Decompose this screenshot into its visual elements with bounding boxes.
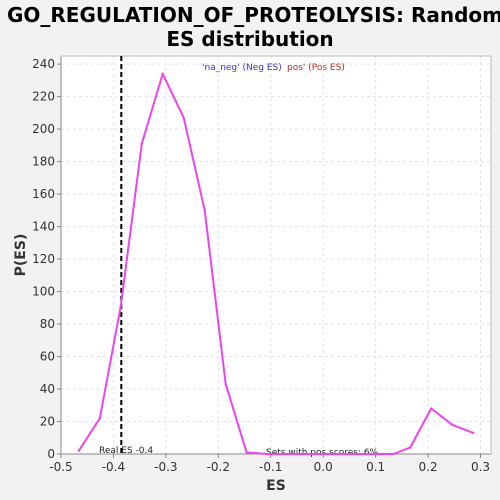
- y-tick-label: 80: [40, 317, 55, 331]
- data-point: [392, 452, 395, 456]
- x-tick-label: -0.5: [49, 460, 72, 474]
- x-tick-label: 0.0: [314, 460, 333, 474]
- y-tick-label: 120: [32, 252, 55, 266]
- x-tick-label: 0.1: [366, 460, 385, 474]
- data-point: [430, 407, 433, 410]
- data-point: [471, 431, 475, 435]
- data-point: [77, 449, 81, 452]
- plot-area: [61, 56, 491, 454]
- data-point: [224, 382, 227, 386]
- legend-neg-es: 'na_neg' (Neg ES): [202, 63, 282, 73]
- data-point: [119, 304, 122, 308]
- x-tick-label: -0.3: [154, 460, 177, 474]
- x-tick-label: -0.2: [207, 460, 230, 474]
- y-tick-label: 180: [32, 155, 55, 169]
- x-ticks: -0.5 -0.4 -0.3 -0.2 -0.1 0.0 0.1 0.2 0.3: [49, 454, 490, 474]
- y-tick-label: 20: [40, 415, 55, 429]
- y-tick-label: 240: [32, 57, 55, 71]
- series: [77, 72, 475, 456]
- data-point: [161, 72, 164, 76]
- y-tick-label: 200: [32, 122, 55, 136]
- y-tick-label: 160: [32, 187, 55, 201]
- legend: 'na_neg' (Neg ES) pos' (Pos ES): [202, 63, 345, 73]
- data-point: [182, 116, 185, 119]
- data-point: [245, 451, 248, 454]
- data-point: [409, 446, 412, 449]
- real-es-label: Real ES -0.4: [99, 446, 153, 456]
- y-tick-label: 60: [40, 350, 55, 364]
- x-tick-label: -0.1: [259, 460, 282, 474]
- y-axis-label: P(ES): [13, 234, 29, 277]
- data-point: [98, 417, 102, 420]
- x-axis-label: ES: [266, 478, 286, 494]
- chart-title-line2: ES distribution: [166, 27, 333, 51]
- data-point: [266, 452, 269, 456]
- legend-pos-es: pos' (Pos ES): [287, 63, 345, 73]
- data-point: [203, 209, 206, 212]
- y-ticks: 0 20 40 60 80 100 120 140 160 180 200 220 240: [32, 57, 61, 461]
- x-tick-label: -0.4: [102, 460, 125, 474]
- chart-title-line1: GO_REGULATION_OF_PROTEOLYSIS: Random: [7, 3, 500, 27]
- x-tick-label: 0.3: [471, 460, 490, 474]
- y-tick-label: 140: [32, 220, 55, 234]
- y-tick-label: 220: [32, 90, 55, 104]
- y-tick-label: 100: [32, 285, 55, 299]
- y-tick-label: 40: [40, 382, 55, 396]
- y-tick-label: 0: [47, 447, 55, 461]
- data-point: [140, 142, 143, 145]
- data-point: [450, 423, 454, 426]
- x-tick-label: 0.2: [419, 460, 438, 474]
